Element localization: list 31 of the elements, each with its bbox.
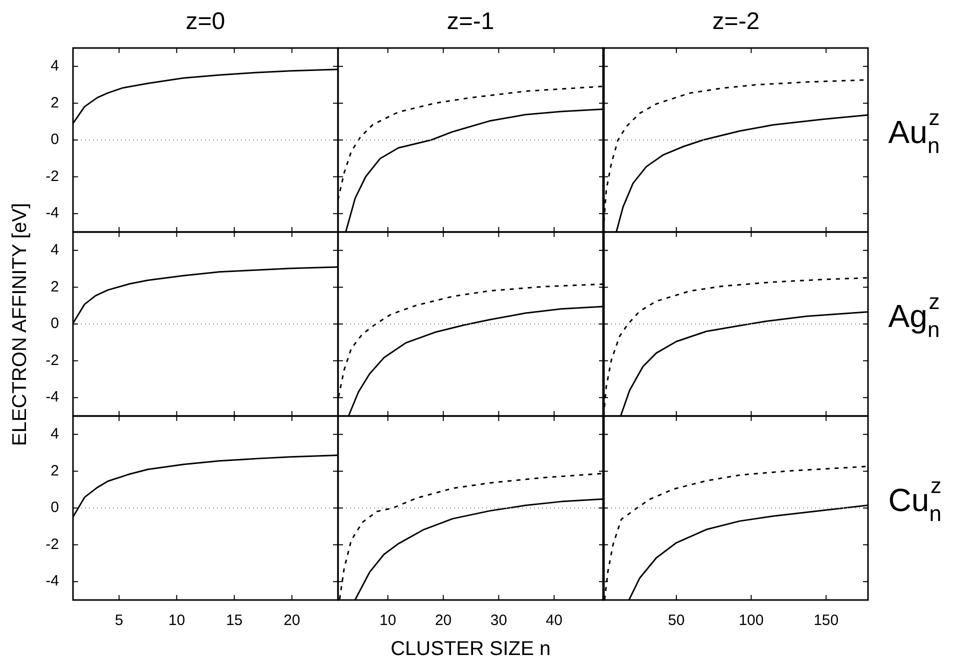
chart-title: z=-2 — [712, 8, 760, 36]
y-tick-label: 0 — [50, 499, 59, 516]
x-tick-label: 50 — [668, 612, 685, 630]
x-tick-label: 10 — [379, 612, 396, 630]
y-tick-label: -4 — [46, 572, 59, 590]
x-tick-label: 5 — [114, 612, 124, 630]
y-tick-label: -4 — [46, 204, 59, 222]
chart-title: z=-1 — [446, 8, 494, 36]
x-tick-label: 100 — [739, 612, 764, 630]
y-tick-label: 2 — [50, 94, 59, 112]
y-tick-label: -4 — [46, 388, 59, 406]
x-tick-label: 40 — [545, 612, 562, 630]
x-tick-label: 10 — [168, 612, 185, 630]
y-tick-label: 4 — [50, 241, 59, 258]
y-tick-label: 4 — [50, 426, 59, 443]
y-axis-title: ELECTRON AFFINITY [eV] — [8, 202, 32, 446]
x-tick-label: 30 — [490, 612, 507, 630]
y-tick-label: -2 — [46, 352, 59, 369]
y-tick-label: 0 — [50, 131, 59, 148]
x-tick-label: 20 — [434, 612, 452, 630]
x-tick-label: 20 — [283, 612, 300, 630]
chart-title: z=0 — [186, 8, 226, 36]
y-tick-label: -2 — [46, 536, 59, 553]
y-tick-label: 2 — [50, 278, 59, 296]
x-tick-label: 150 — [814, 612, 839, 630]
y-tick-label: 2 — [50, 462, 59, 480]
y-tick-label: -2 — [46, 168, 59, 185]
y-tick-label: 0 — [50, 314, 59, 332]
x-axis-title: CLUSTER SIZE n — [390, 638, 551, 661]
x-tick-label: 15 — [226, 612, 243, 630]
y-tick-label: 4 — [50, 58, 59, 75]
